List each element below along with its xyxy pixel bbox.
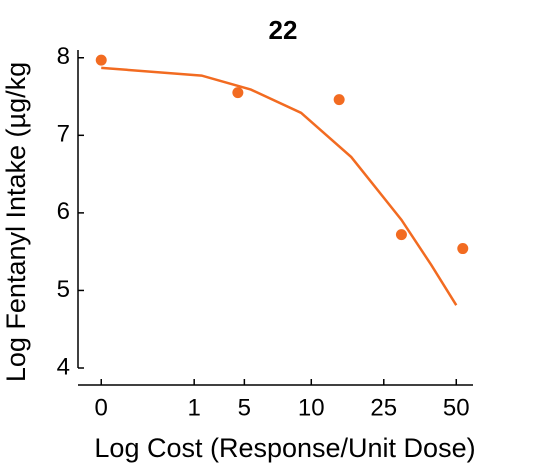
data-point [333, 94, 345, 106]
x-tick-label: 0 [95, 394, 108, 421]
x-tick-label: 25 [370, 394, 397, 421]
data-point [457, 243, 469, 255]
chart-title: 22 [269, 15, 298, 45]
data-point [95, 54, 107, 66]
y-tick-label: 7 [57, 121, 70, 148]
fit-line [101, 66, 458, 306]
x-tick-label: 50 [443, 394, 470, 421]
y-tick-label: 4 [57, 353, 70, 380]
y-axis-label: Log Fentanyl Intake (µg/kg [1, 62, 31, 382]
x-tick-label: 10 [298, 394, 325, 421]
x-tick-label: 1 [187, 394, 200, 421]
y-tick-label: 6 [57, 198, 70, 225]
x-tick-label: 5 [238, 394, 251, 421]
data-point [232, 87, 244, 99]
x-axis-label: Log Cost (Response/Unit Dose) [94, 433, 475, 463]
y-tick-label: 5 [57, 276, 70, 303]
y-tick-label: 8 [57, 43, 70, 70]
data-point [395, 229, 407, 241]
